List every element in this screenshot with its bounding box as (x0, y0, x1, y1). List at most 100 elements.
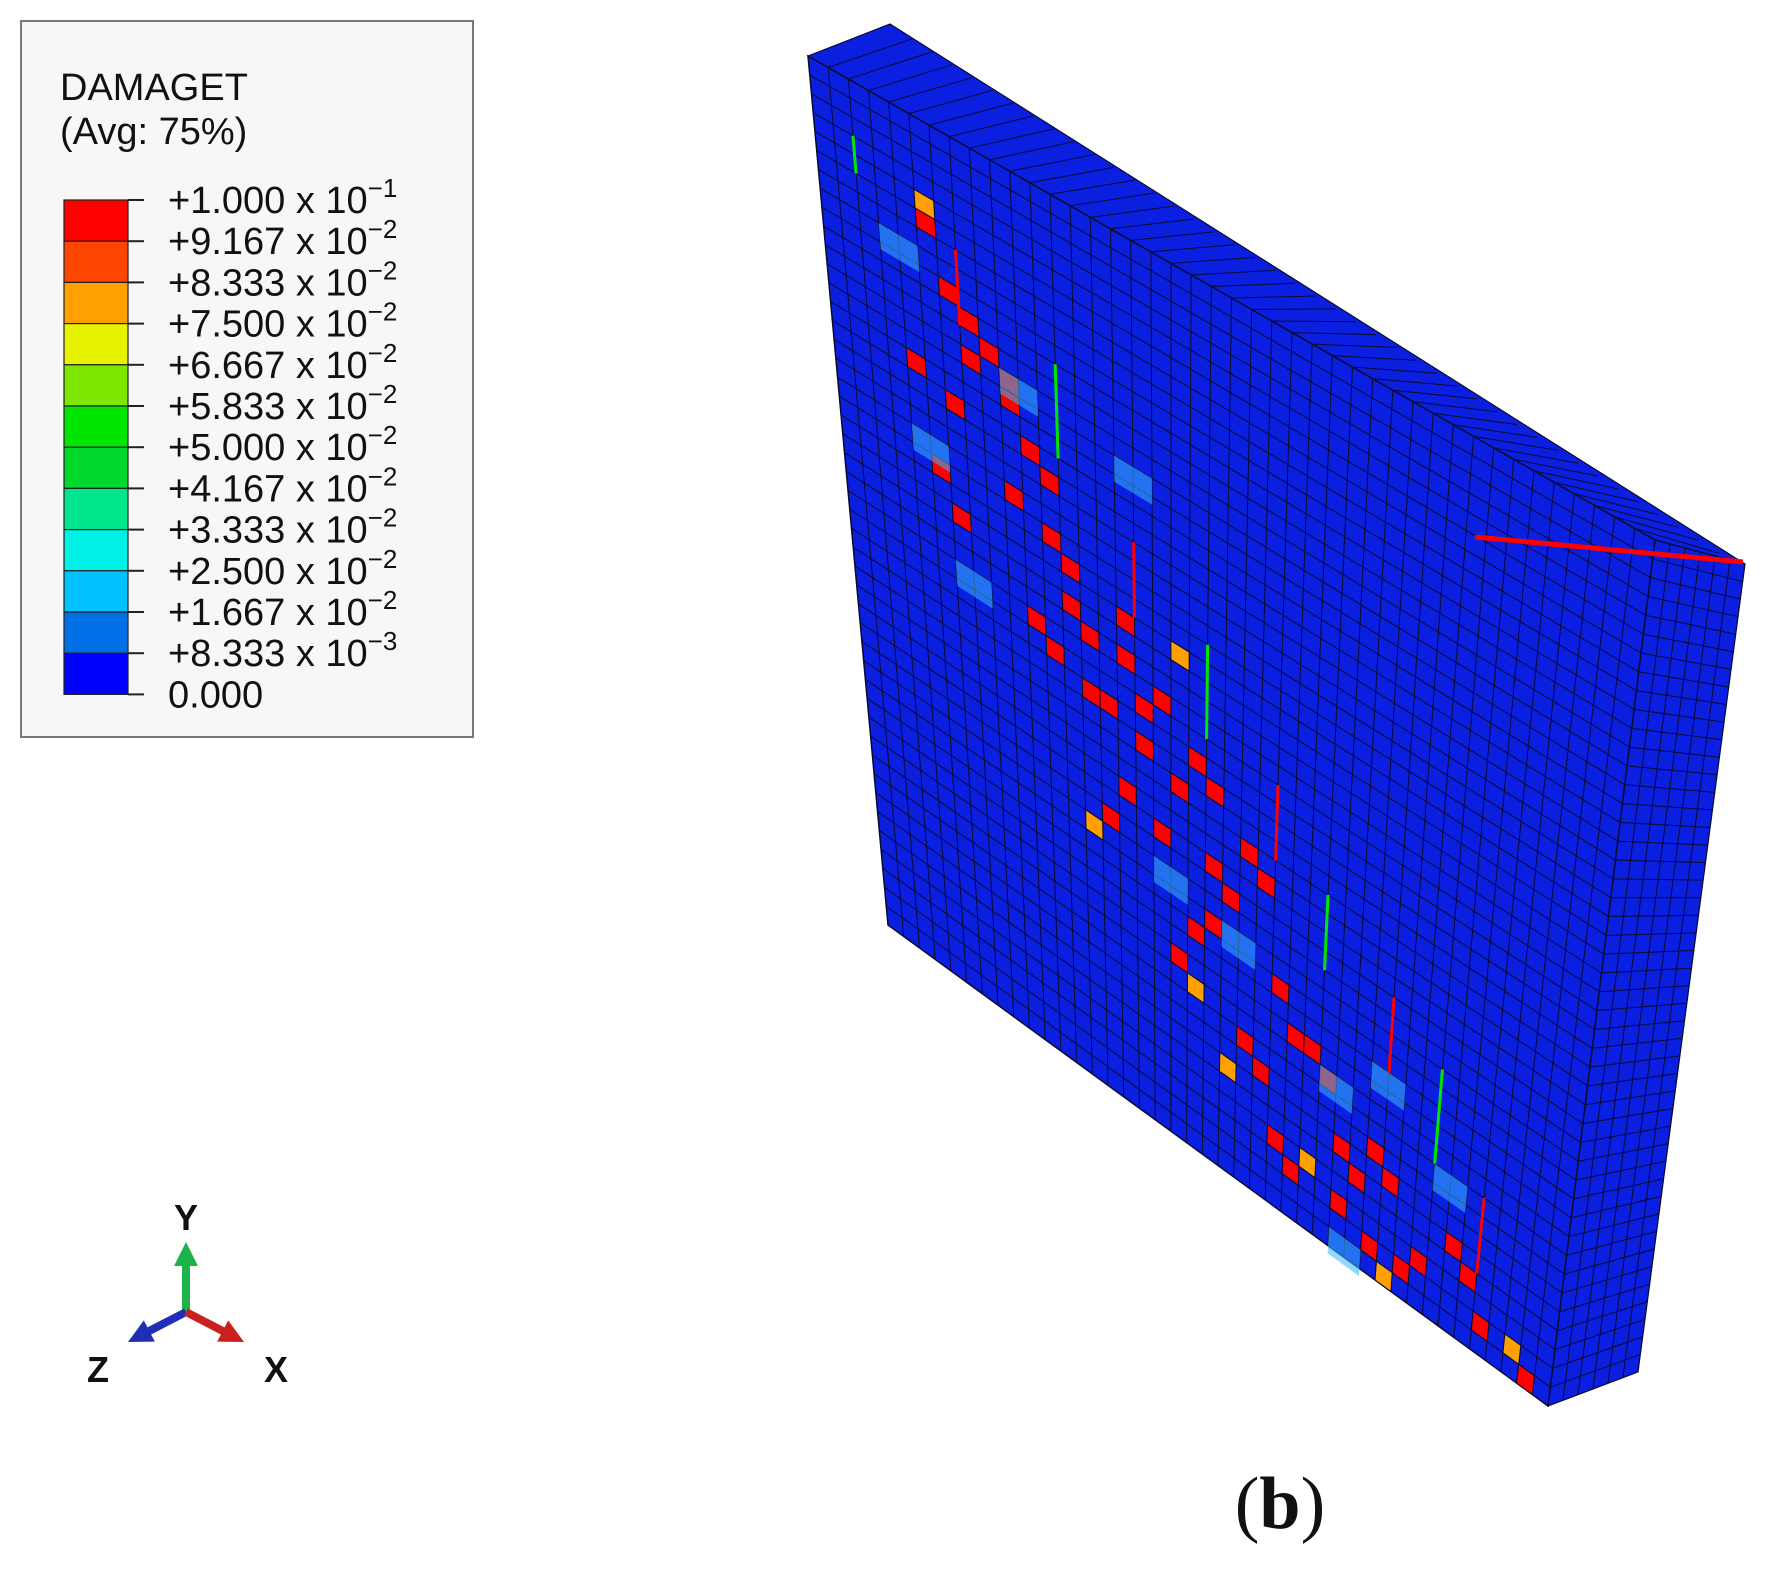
damaged-element (960, 343, 982, 376)
damaged-element (944, 388, 966, 421)
damaged-element (1218, 1051, 1237, 1084)
damaged-element (1101, 801, 1121, 834)
damaged-panel-mesh (806, 23, 1746, 1408)
crack-line (954, 249, 962, 326)
partial-damage-zone (911, 423, 951, 473)
partial-damage-zones (878, 222, 1468, 1277)
damaged-element (1080, 620, 1100, 653)
crack-lines (851, 135, 1486, 1274)
legend-band-10 (63, 611, 129, 654)
panel-side-mesh (1550, 543, 1743, 1401)
legend-label-6: +5.000 x 10−2 (168, 420, 397, 469)
partial-damage-zone (1327, 1226, 1361, 1277)
legend-label-12: 0.000 (168, 674, 263, 716)
damaged-element (951, 501, 973, 535)
partial-damage-zone (955, 559, 993, 609)
partial-damage-zone (1221, 920, 1256, 970)
partial-damage-zone (999, 367, 1039, 417)
damaged-element (1205, 775, 1225, 809)
damaged-element (1135, 729, 1154, 763)
legend-label-2: +8.333 x 10−2 (168, 255, 397, 304)
triad-x-arrow-shaft (184, 1308, 230, 1338)
crack-line (1433, 1069, 1444, 1164)
partial-damage-zone (1370, 1061, 1406, 1111)
crack-line (1132, 542, 1136, 618)
damaged-element (1152, 684, 1172, 718)
panel-letter: b (1259, 1463, 1301, 1545)
damaged-element (1458, 1260, 1478, 1294)
damaged-element (1329, 1188, 1348, 1221)
damaged-element (1298, 1146, 1317, 1179)
damaged-element (1271, 972, 1290, 1005)
crack-line (1053, 364, 1060, 459)
partial-damage-zone (1113, 455, 1153, 505)
legend-band-11 (63, 652, 129, 696)
damaged-element (1153, 816, 1172, 850)
damaged-element (1099, 688, 1119, 721)
legend-label-3: +7.500 x 10−2 (168, 297, 397, 346)
crack-line (1323, 894, 1330, 971)
damaged-element (1039, 464, 1060, 498)
damaged-element (1003, 479, 1025, 512)
damaged-elements (905, 188, 1536, 1396)
legend-label-11: +8.333 x 10−3 (168, 626, 397, 675)
damaged-element (1256, 866, 1276, 900)
crack-line (851, 135, 858, 174)
legend-band-4 (63, 364, 129, 407)
damaged-element (1391, 1252, 1411, 1286)
legend-band-3 (63, 323, 129, 366)
legend-band-1 (63, 240, 129, 283)
damaged-element (1085, 808, 1104, 841)
damaged-element (1116, 643, 1136, 676)
triad-x-label: X (264, 1349, 288, 1390)
damaged-element (914, 207, 937, 240)
damaged-element (905, 346, 927, 379)
partial-damage-zone (1318, 1064, 1354, 1114)
damaged-element (1187, 915, 1206, 948)
damaged-element (1170, 639, 1190, 673)
legend-label-5: +5.833 x 10−2 (168, 379, 397, 428)
damaged-element (1347, 1161, 1366, 1195)
legend-band-8 (63, 529, 129, 572)
top-edge-damage (1474, 534, 1744, 565)
crack-line (1205, 644, 1210, 740)
damaged-element (1470, 1310, 1490, 1343)
legend-graphic: DAMAGET (Avg: 75%) +1.000 x 10−1+9.167 x… (60, 67, 397, 716)
triad-z-label: Z (87, 1349, 109, 1390)
triad-z-arrow-shaft (142, 1308, 188, 1338)
damaged-element (1060, 551, 1081, 585)
crack-line (1387, 997, 1396, 1073)
contour-legend: DAMAGET (Avg: 75%) +1.000 x 10−1 +9.167 x… (20, 20, 474, 738)
crack-line (1475, 1197, 1486, 1274)
triad-y-label: Y (174, 1197, 198, 1238)
damaged-element (1115, 605, 1136, 638)
damaged-element (1186, 971, 1205, 1005)
figure-panel-label: (b) (1234, 1463, 1326, 1545)
legend-band-9 (63, 570, 129, 613)
legend-label-1: +9.167 x 10−2 (168, 214, 397, 263)
triad-y-arrow-head (174, 1242, 198, 1266)
damaged-element (1221, 881, 1241, 914)
legend-label-10: +1.667 x 10−2 (168, 585, 397, 634)
partial-damage-zone (1432, 1163, 1468, 1213)
partial-damage-zone (878, 222, 920, 273)
damaged-element (1380, 1166, 1400, 1199)
damaged-element (1281, 1153, 1300, 1187)
partial-damage-zone (1153, 855, 1188, 905)
legend-band-6 (63, 446, 129, 490)
damaged-element (1134, 692, 1154, 725)
legend-label-8: +3.333 x 10−2 (168, 503, 397, 552)
triad-z-arrow-head (128, 1320, 155, 1342)
damaged-element (1374, 1260, 1393, 1293)
damaged-element (1408, 1245, 1428, 1278)
legend-variable-name: DAMAGET (60, 67, 248, 109)
damaged-element (1204, 907, 1223, 941)
legend-label-7: +4.167 x 10−2 (168, 461, 397, 510)
damaged-element (1251, 1055, 1270, 1088)
legend-band-0 (63, 199, 129, 242)
triad-x-arrow-head (217, 1320, 244, 1342)
legend-label-4: +6.667 x 10−2 (168, 338, 397, 387)
legend-label-0: +1.000 x 10−1 (168, 173, 397, 222)
